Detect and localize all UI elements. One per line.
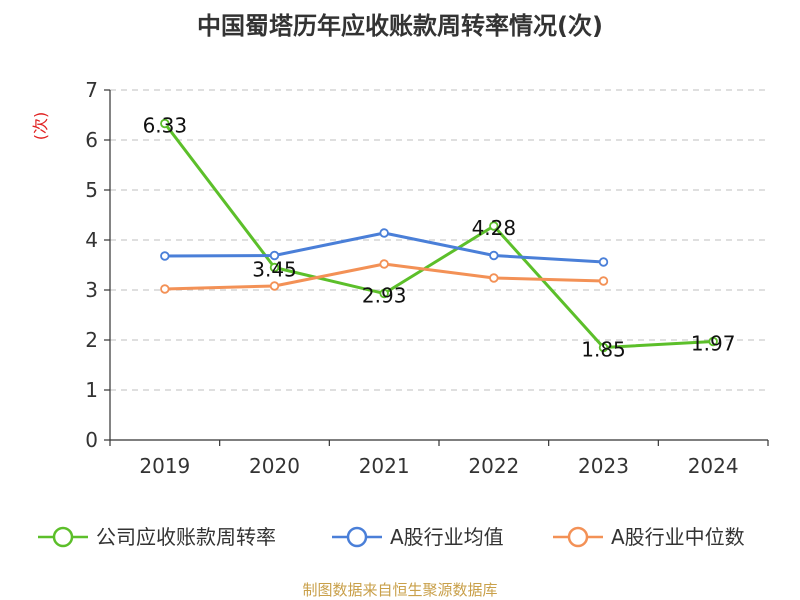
data-label: 4.28 (472, 216, 517, 240)
data-point (598, 342, 609, 353)
chart-title: 中国蜀塔历年应收账款周转率情况(次) (197, 12, 603, 40)
legend-swatch-marker (52, 526, 74, 548)
y-tick-label: 0 (85, 428, 98, 452)
data-labels: 6.33 3.45 2.93 4.28 1.85 1.97 (143, 114, 736, 362)
data-point (379, 259, 389, 269)
y-tick-label: 3 (85, 278, 98, 302)
data-point (489, 221, 499, 231)
data-point (489, 273, 499, 283)
y-tick-label: 1 (85, 378, 98, 402)
y-axis-unit-label: (次) (31, 112, 50, 141)
data-label: 2.93 (362, 284, 407, 308)
data-point (269, 262, 280, 273)
x-tick-label: 2022 (468, 454, 519, 478)
axes: 0 1 2 3 4 5 6 7 2019 2020 2021 2022 2023 2024 (85, 78, 769, 478)
x-tick-label: 2020 (249, 454, 300, 478)
x-tick-label: 2024 (688, 454, 739, 478)
y-tick-label: 6 (85, 128, 98, 152)
data-label: 6.33 (143, 114, 188, 138)
y-tick-label: 5 (85, 178, 98, 202)
legend-swatch-marker (567, 526, 589, 548)
data-point (379, 288, 389, 299)
data-point (160, 284, 170, 294)
legend-swatch-marker (346, 526, 368, 548)
data-point (269, 281, 280, 291)
legend-label: A股行业均值 (390, 525, 504, 549)
y-tick-label: 4 (85, 228, 98, 252)
data-point (598, 276, 609, 286)
series-group (160, 118, 718, 353)
data-point (489, 250, 499, 261)
data-label: 3.45 (252, 258, 297, 282)
data-label: 1.85 (581, 338, 626, 362)
data-point (160, 118, 170, 129)
source-note: 制图数据来自恒生聚源数据库 (302, 581, 497, 599)
series-line-1 (163, 122, 714, 349)
legend-label: A股行业中位数 (611, 525, 745, 549)
data-label: 1.97 (691, 332, 736, 356)
y-tick-label: 7 (85, 78, 98, 102)
x-tick-label: 2019 (139, 454, 190, 478)
x-tick-label: 2023 (578, 454, 629, 478)
data-point (160, 251, 170, 261)
data-point (598, 257, 609, 267)
data-point (269, 250, 280, 261)
x-tick-label: 2021 (359, 454, 410, 478)
data-point (708, 336, 718, 347)
y-tick-label: 2 (85, 328, 98, 352)
legend-label: 公司应收账款周转率 (96, 525, 276, 549)
legend: 公司应收账款周转率 A股行业均值 A股行业中位数 (38, 525, 745, 549)
data-point (379, 228, 389, 238)
